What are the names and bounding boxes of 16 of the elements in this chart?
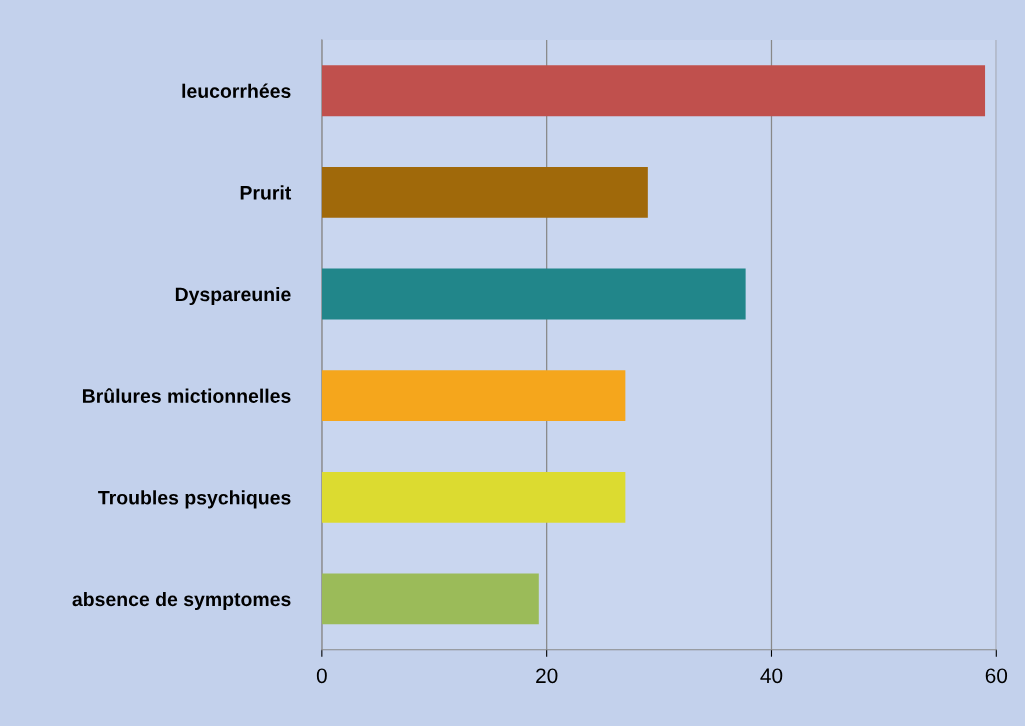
y-tick-label: Prurit <box>240 185 292 200</box>
y-tick-label: Dyspareunie <box>175 286 291 306</box>
y-tick-label: Brûlures mictionnelles <box>82 388 291 403</box>
bar <box>321 268 746 320</box>
x-tick-label: 0 <box>316 668 327 684</box>
bar <box>321 471 626 523</box>
bar <box>321 370 626 422</box>
y-tick-label: Troubles psychiques <box>98 490 291 509</box>
bar <box>321 573 539 625</box>
y-tick-label: leucorrhées <box>182 83 291 98</box>
bar <box>321 65 986 117</box>
x-tick-label: 40 <box>760 668 783 684</box>
x-tick-label: 60 <box>985 668 1008 684</box>
x-tick-label: 20 <box>536 668 558 684</box>
bar <box>321 166 648 218</box>
y-tick-label: absence de symptomes <box>72 591 291 611</box>
